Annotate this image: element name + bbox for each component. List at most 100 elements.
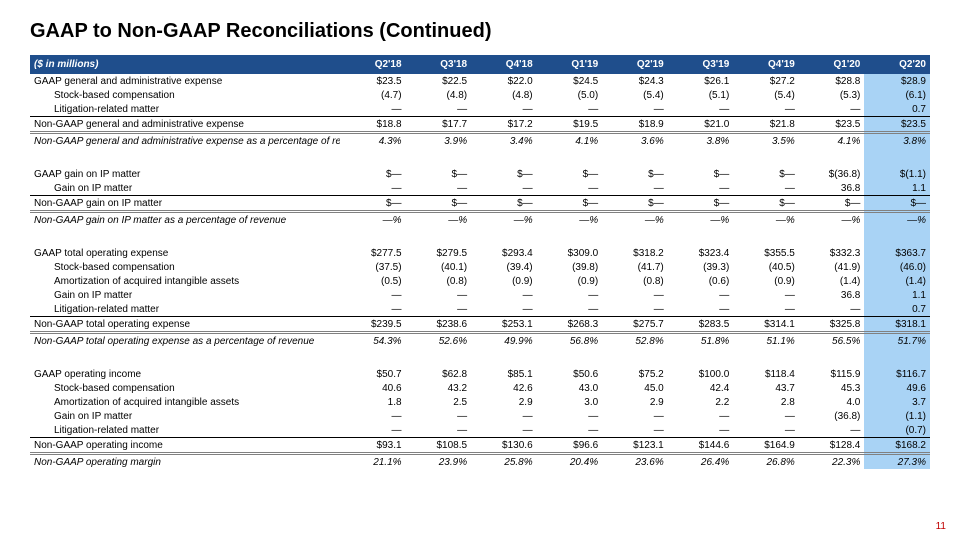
value-cell: — (602, 423, 668, 438)
value-cell: $— (471, 196, 537, 212)
value-cell: 42.6 (471, 381, 537, 395)
value-cell: 36.8 (799, 181, 865, 196)
row-label: Non-GAAP total operating expense (30, 317, 340, 333)
value-cell: $— (537, 196, 603, 212)
value-cell: $(1.1) (864, 167, 930, 181)
value-cell: 23.6% (602, 454, 668, 470)
row-label: Stock-based compensation (30, 88, 340, 102)
value-cell: (5.3) (799, 88, 865, 102)
spacer-cell (668, 227, 734, 246)
row-label: Litigation-related matter (30, 302, 340, 317)
value-cell: 3.9% (406, 133, 472, 149)
value-cell: — (471, 288, 537, 302)
period-header: Q3'19 (668, 55, 734, 74)
value-cell: $253.1 (471, 317, 537, 333)
spacer-cell (340, 148, 406, 167)
spacer-cell (602, 148, 668, 167)
spacer-cell (471, 148, 537, 167)
value-cell: $118.4 (733, 367, 799, 381)
spacer-cell (30, 148, 340, 167)
value-cell: 3.5% (733, 133, 799, 149)
value-cell: $355.5 (733, 246, 799, 260)
value-cell: 51.1% (733, 333, 799, 349)
value-cell: $(36.8) (799, 167, 865, 181)
value-cell: 45.0 (602, 381, 668, 395)
value-cell: $239.5 (340, 317, 406, 333)
value-cell: — (668, 288, 734, 302)
value-cell: 51.8% (668, 333, 734, 349)
period-header: Q2'19 (602, 55, 668, 74)
value-cell: (0.8) (602, 274, 668, 288)
value-cell: — (733, 409, 799, 423)
table-header-row: ($ in millions) Q2'18 Q3'18 Q4'18 Q1'19 … (30, 55, 930, 74)
spacer-cell (864, 148, 930, 167)
value-cell: —% (406, 212, 472, 228)
value-cell: 1.8 (340, 395, 406, 409)
value-cell: — (602, 181, 668, 196)
value-cell: — (406, 102, 472, 117)
value-cell: 45.3 (799, 381, 865, 395)
table-row: Litigation-related matter————————0.7 (30, 302, 930, 317)
value-cell: 23.9% (406, 454, 472, 470)
spacer-cell (30, 348, 340, 367)
header-label: ($ in millions) (30, 55, 340, 74)
value-cell: $— (406, 167, 472, 181)
value-cell: $85.1 (471, 367, 537, 381)
value-cell: (6.1) (864, 88, 930, 102)
value-cell: $168.2 (864, 438, 930, 454)
row-label: GAAP gain on IP matter (30, 167, 340, 181)
value-cell: 2.8 (733, 395, 799, 409)
period-header: Q3'18 (406, 55, 472, 74)
value-cell: 56.8% (537, 333, 603, 349)
value-cell: 1.1 (864, 288, 930, 302)
table-row: Non-GAAP total operating expense as a pe… (30, 333, 930, 349)
spacer-cell (471, 348, 537, 367)
value-cell: $21.0 (668, 117, 734, 133)
value-cell: $123.1 (602, 438, 668, 454)
value-cell: 26.8% (733, 454, 799, 470)
value-cell: — (733, 288, 799, 302)
value-cell: $50.7 (340, 367, 406, 381)
value-cell: (37.5) (340, 260, 406, 274)
value-cell: $309.0 (537, 246, 603, 260)
value-cell: 51.7% (864, 333, 930, 349)
table-row: Gain on IP matter———————(36.8)(1.1) (30, 409, 930, 423)
value-cell: —% (471, 212, 537, 228)
value-cell: $93.1 (340, 438, 406, 454)
value-cell: — (471, 423, 537, 438)
reconciliation-table: ($ in millions) Q2'18 Q3'18 Q4'18 Q1'19 … (30, 55, 930, 469)
value-cell: 0.7 (864, 302, 930, 317)
value-cell: — (340, 102, 406, 117)
row-label: Non-GAAP general and administrative expe… (30, 133, 340, 149)
value-cell: — (668, 409, 734, 423)
row-label: Amortization of acquired intangible asse… (30, 395, 340, 409)
value-cell: $17.7 (406, 117, 472, 133)
value-cell: $50.6 (537, 367, 603, 381)
value-cell: 3.8% (668, 133, 734, 149)
value-cell: (0.5) (340, 274, 406, 288)
value-cell: 3.4% (471, 133, 537, 149)
value-cell: 2.9 (602, 395, 668, 409)
period-header: Q1'19 (537, 55, 603, 74)
row-label: GAAP total operating expense (30, 246, 340, 260)
value-cell: (1.1) (864, 409, 930, 423)
spacer-cell (537, 348, 603, 367)
table-row: Litigation-related matter————————(0.7) (30, 423, 930, 438)
row-label: Non-GAAP operating margin (30, 454, 340, 470)
value-cell: 4.1% (537, 133, 603, 149)
value-cell: $22.5 (406, 74, 472, 88)
value-cell: 56.5% (799, 333, 865, 349)
value-cell: 2.9 (471, 395, 537, 409)
value-cell: 20.4% (537, 454, 603, 470)
value-cell: $— (602, 167, 668, 181)
spacer-cell (340, 348, 406, 367)
value-cell: $283.5 (668, 317, 734, 333)
value-cell: $— (733, 167, 799, 181)
value-cell: 43.7 (733, 381, 799, 395)
table-row: Non-GAAP general and administrative expe… (30, 133, 930, 149)
value-cell: $24.5 (537, 74, 603, 88)
value-cell: $318.1 (864, 317, 930, 333)
value-cell: —% (537, 212, 603, 228)
table-row: Non-GAAP general and administrative expe… (30, 117, 930, 133)
value-cell: — (668, 302, 734, 317)
